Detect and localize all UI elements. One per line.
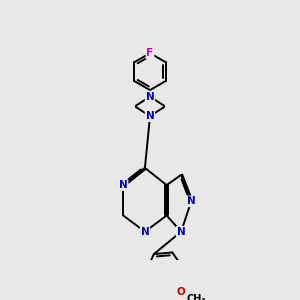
Text: N: N: [141, 227, 149, 237]
Text: N: N: [177, 227, 185, 237]
Text: N: N: [187, 196, 196, 206]
Text: N: N: [119, 180, 128, 190]
Text: CH₃: CH₃: [187, 294, 206, 300]
Text: F: F: [146, 48, 154, 58]
Text: O: O: [176, 287, 185, 297]
Text: N: N: [146, 111, 154, 121]
Text: N: N: [146, 92, 154, 102]
